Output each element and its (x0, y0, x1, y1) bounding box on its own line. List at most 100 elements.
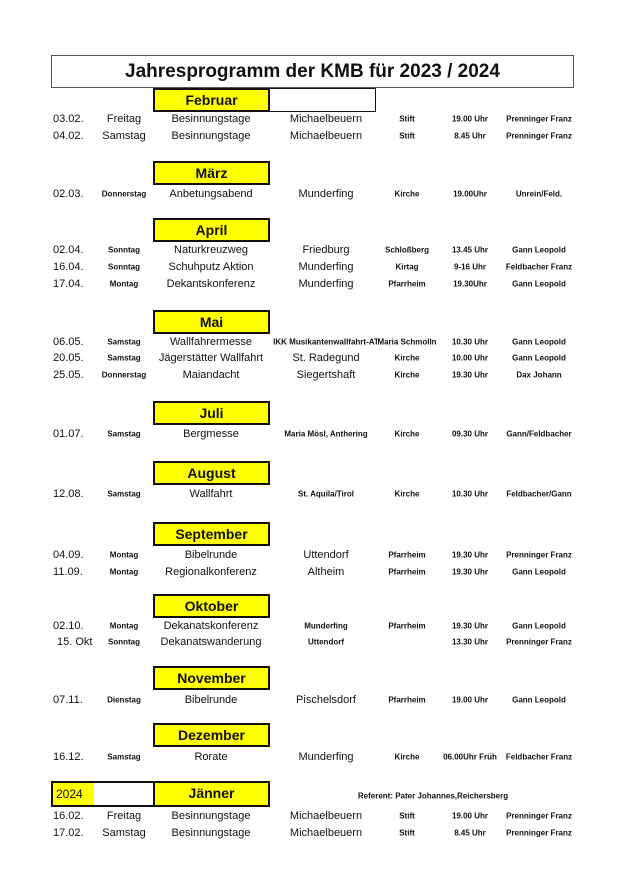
event-person: Prenninger Franz (506, 637, 572, 647)
event-place: Munderfing (298, 261, 354, 273)
event-day: Samstag (107, 489, 141, 499)
event-venue: Kirche (394, 429, 420, 439)
event-place: Uttendorf (303, 549, 349, 561)
event-time: 10.00 Uhr (451, 353, 489, 363)
event-event: Besinnungstage (171, 113, 251, 125)
event-event: Dekanatskonferenz (163, 620, 259, 632)
event-place: Pischelsdorf (296, 694, 356, 706)
month-header: Februar (153, 88, 270, 112)
event-day: Sonntag (108, 262, 140, 272)
event-date: 17.02. (53, 827, 84, 839)
event-date: 11.09. (53, 566, 83, 578)
event-event: Schuhputz Aktion (168, 261, 254, 273)
event-date: 04.02. (53, 130, 84, 142)
event-event: Jägerstätter Wallfahrt (158, 352, 264, 364)
event-time: 13.45 Uhr (451, 245, 489, 255)
event-date: 02.04. (53, 244, 84, 256)
event-venue: Stift (399, 131, 415, 141)
event-date: 04.09. (53, 549, 84, 561)
event-time: 19.30 Uhr (451, 621, 489, 631)
event-place: Michaelbeuern (289, 810, 363, 822)
event-event: Naturkreuzweg (174, 244, 248, 256)
event-time: 09.30 Uhr (451, 429, 489, 439)
event-event: Rorate (194, 751, 228, 763)
event-date: 17.04. (53, 278, 84, 290)
event-day: Montag (109, 621, 139, 631)
event-day: Freitag (106, 113, 142, 125)
event-venue: Kirche (394, 370, 420, 380)
month-header: April (153, 218, 270, 242)
event-date: 01.07. (53, 428, 84, 440)
event-time: 19.30 Uhr (451, 370, 489, 380)
event-venue: Kirche (394, 752, 420, 762)
event-venue: Kirche (394, 189, 420, 199)
event-place: Friedburg (302, 244, 350, 256)
event-time: 19.30Uhr (453, 279, 487, 289)
event-day: Donnerstag (101, 370, 147, 380)
header-blank-cell (269, 88, 376, 112)
event-place: Munderfing (298, 188, 354, 200)
event-place: Maria Mösl, Anthering (284, 429, 368, 439)
event-venue: Pfarrheim (388, 695, 426, 705)
event-date: 16.12. (53, 751, 84, 763)
event-day: Sonntag (108, 245, 140, 255)
event-time: 19.00Uhr (453, 189, 487, 199)
event-place: St. Aquila/Tirol (297, 489, 355, 499)
event-place: IKK Musikantenwallfahrt-AT (273, 337, 379, 347)
event-person: Gann Leopold (512, 279, 566, 289)
event-event: Anbetungsabend (169, 188, 253, 200)
event-venue: Kirtag (395, 262, 419, 272)
event-person: Prenninger Franz (506, 114, 572, 124)
event-date: 20.05. (53, 352, 84, 364)
event-event: Maiandacht (182, 369, 240, 381)
event-time: 19.30 Uhr (451, 550, 489, 560)
event-date: 02.10. (53, 620, 84, 632)
event-day: Montag (109, 550, 139, 560)
event-person: Gann Leopold (512, 337, 566, 347)
event-event: Besinnungstage (171, 827, 251, 839)
event-event: Wallfahrt (189, 488, 233, 500)
year-label: 2024 (51, 781, 156, 807)
event-day: Samstag (102, 130, 146, 142)
event-date: 16.04. (53, 261, 84, 273)
event-day: Samstag (107, 752, 141, 762)
event-person: Gann Leopold (512, 353, 566, 363)
event-venue: Stift (399, 114, 415, 124)
month-header: September (153, 522, 270, 546)
event-person: Prenninger Franz (506, 550, 572, 560)
event-place: Michaelbeuern (289, 113, 363, 125)
event-day: Samstag (107, 337, 141, 347)
event-venue: Pfarrheim (388, 279, 426, 289)
month-header: Mai (153, 310, 270, 334)
event-place: Munderfing (298, 751, 354, 763)
event-place: Munderfing (304, 621, 348, 631)
event-person: Feldbacher Franz (505, 262, 573, 272)
event-place: Altheim (307, 566, 345, 578)
event-place: Michaelbeuern (289, 827, 363, 839)
month-header: August (153, 461, 270, 485)
event-event: Besinnungstage (171, 130, 251, 142)
event-time: 8.45 Uhr (454, 828, 486, 838)
event-day: Montag (109, 567, 139, 577)
event-person: Gann Leopold (512, 621, 566, 631)
referent-note: Referent: Pater Johannes,Reichersberg (357, 791, 509, 801)
event-date: 25.05. (53, 369, 84, 381)
event-venue: Schloßberg (384, 245, 430, 255)
event-time: 19.30 Uhr (451, 567, 489, 577)
event-venue: Stift (399, 828, 415, 838)
event-person: Gann Leopold (512, 695, 566, 705)
month-header: Juli (153, 401, 270, 425)
event-person: Feldbacher/Gann (506, 489, 572, 499)
event-time: 10.30 Uhr (451, 489, 489, 499)
month-header: Oktober (153, 594, 270, 618)
month-header: Dezember (153, 723, 270, 747)
event-place: Siegertshaft (296, 369, 356, 381)
event-day: Freitag (106, 810, 142, 822)
event-event: Wallfahrermesse (169, 336, 253, 348)
event-event: Besinnungstage (171, 810, 251, 822)
event-venue: Maria Schmolln (377, 337, 437, 347)
event-time: 19.00 Uhr (451, 811, 489, 821)
event-venue: Kirche (394, 353, 420, 363)
event-place: Michaelbeuern (289, 130, 363, 142)
event-time: 10.30 Uhr (451, 337, 489, 347)
